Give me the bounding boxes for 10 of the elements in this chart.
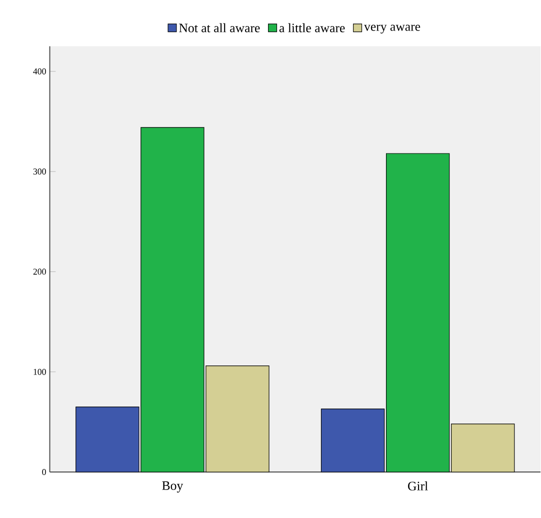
legend-label: Not at all aware: [179, 23, 260, 32]
x-tick-label: Boy: [162, 481, 184, 492]
y-tick-label: 100: [34, 368, 46, 375]
y-tick-label: 400: [33, 68, 46, 74]
legend-label: a little aware: [279, 23, 345, 32]
legend-label: very aware: [364, 24, 420, 34]
x-tick-label: Girl: [408, 481, 428, 490]
y-tick-label: 200: [33, 268, 46, 275]
y-tick-label: 0: [42, 468, 46, 475]
y-tick-label: 300: [33, 168, 46, 174]
